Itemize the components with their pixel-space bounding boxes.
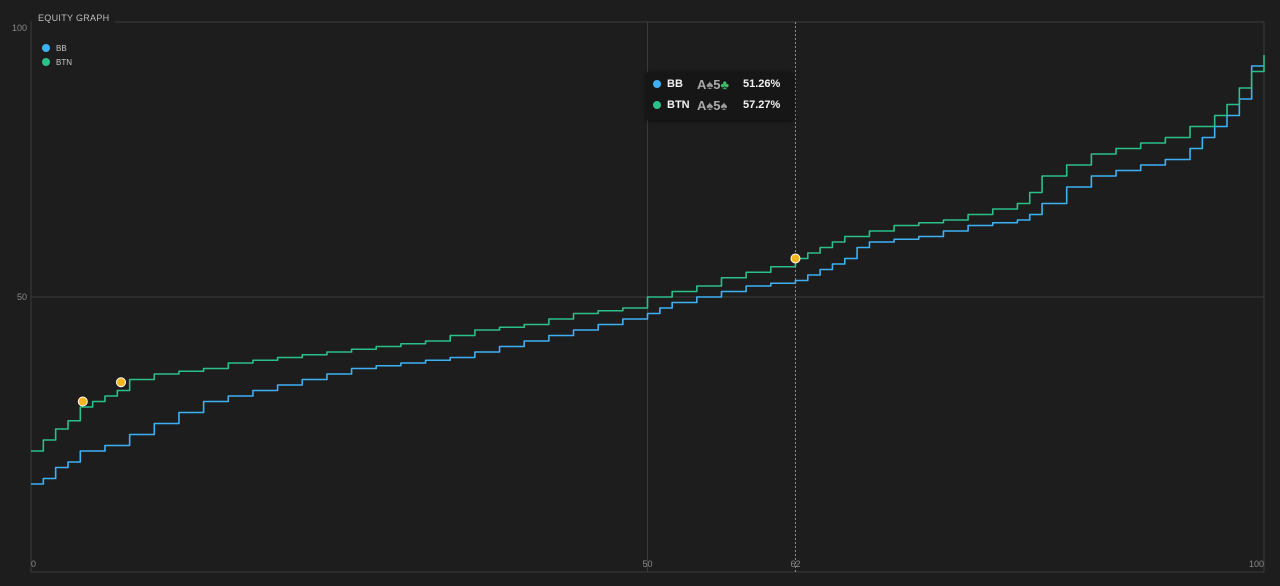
tooltip-dot-btn	[653, 101, 661, 109]
legend-label-btn: BTN	[56, 57, 72, 67]
legend-item-btn[interactable]: BTN	[42, 55, 72, 69]
legend-dot-btn	[42, 58, 50, 66]
legend-item-bb[interactable]: BB	[42, 41, 72, 55]
highlight-point-0[interactable]	[77, 396, 88, 407]
hover-tooltip: BB A♠5♣ 51.26% BTN A♠5♠ 57.27%	[646, 72, 794, 120]
spade-icon: ♠	[706, 76, 714, 92]
chart-title: EQUITY GRAPH	[32, 13, 116, 23]
tooltip-hand-btn: A♠5♠	[697, 98, 743, 113]
legend-dot-bb	[42, 44, 50, 52]
highlight-point-1[interactable]	[116, 377, 127, 388]
series-line-bb	[31, 65, 1264, 485]
tooltip-player-bb: BB	[667, 78, 683, 90]
card-rank: A	[697, 76, 707, 92]
y-tick-50: 50	[17, 292, 27, 302]
axis-ticks: 0 50 62 100 50 100	[12, 23, 1264, 569]
spade-icon: ♠	[706, 97, 714, 113]
tooltip-dot-bb	[653, 80, 661, 88]
series-line-btn	[31, 55, 1265, 452]
x-tick-100: 100	[1249, 559, 1264, 569]
x-tick-62: 62	[790, 559, 800, 569]
tooltip-player-btn: BTN	[667, 99, 690, 111]
series-lines	[31, 55, 1265, 485]
y-tick-100: 100	[12, 23, 27, 33]
club-icon: ♣	[720, 76, 730, 92]
card-rank: 5	[713, 76, 721, 92]
x-tick-0: 0	[31, 559, 36, 569]
tooltip-equity-btn: 57.27%	[743, 99, 781, 111]
highlight-points[interactable]	[77, 253, 801, 407]
chart-legend: BB BTN	[42, 41, 72, 69]
x-tick-50: 50	[642, 559, 652, 569]
highlight-point-2[interactable]	[790, 253, 801, 264]
tooltip-row-btn: BTN A♠5♠ 57.27%	[653, 98, 787, 113]
tooltip-equity-bb: 51.26%	[743, 78, 781, 90]
tooltip-row-bb: BB A♠5♣ 51.26%	[653, 77, 787, 92]
legend-label-bb: BB	[56, 43, 67, 53]
card-rank: 5	[713, 97, 721, 113]
card-rank: A	[697, 97, 707, 113]
tooltip-hand-bb: A♠5♣	[697, 77, 743, 92]
spade-icon: ♠	[720, 97, 728, 113]
